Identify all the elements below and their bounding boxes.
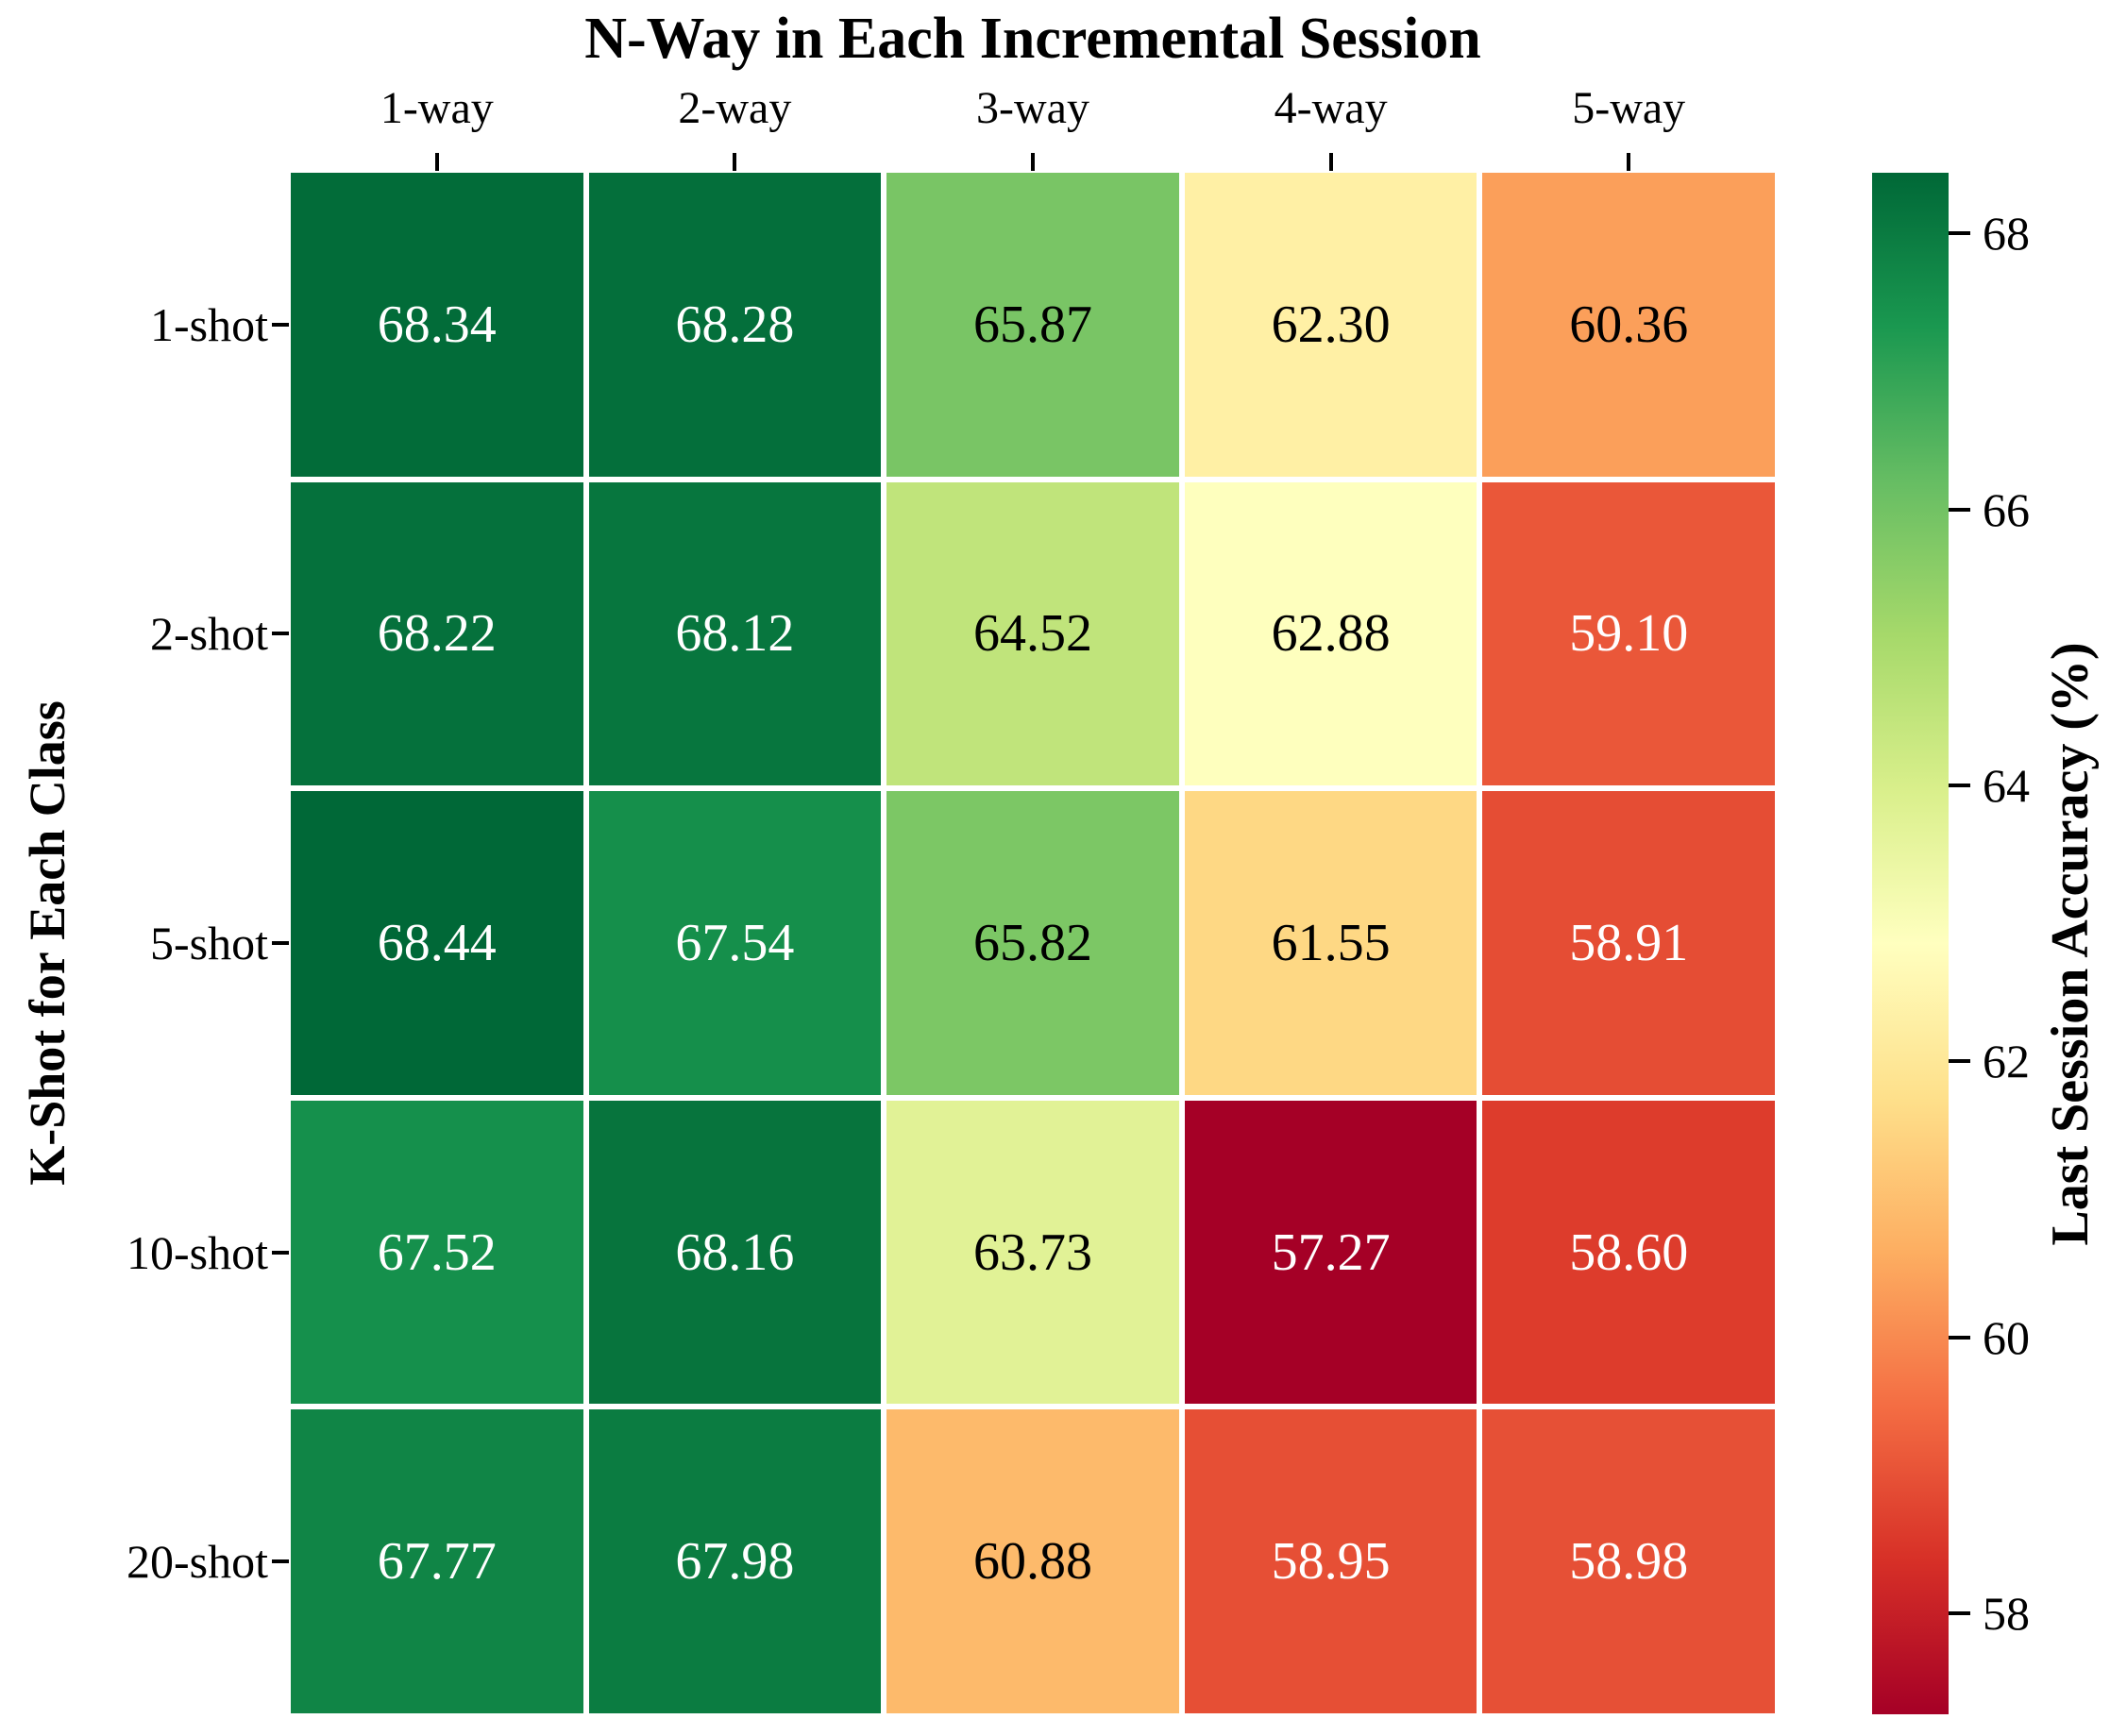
- colorbar-label: Last Session Accuracy (%): [2041, 642, 2100, 1246]
- y-tick-mark: [272, 941, 289, 945]
- heatmap-cell: 61.55: [1184, 791, 1477, 1095]
- x-tick-mark: [1328, 153, 1333, 171]
- heatmap-cell: 64.52: [886, 481, 1179, 786]
- chart-title: N-Way in Each Incremental Session: [584, 7, 1481, 71]
- colorbar-tick-label: 68: [1983, 207, 2030, 261]
- colorbar-tick-mark: [1949, 1059, 1970, 1064]
- x-tick-label: 3-way: [976, 83, 1089, 133]
- colorbar-tick-mark: [1949, 784, 1970, 788]
- heatmap-cell: 68.28: [588, 173, 882, 477]
- colorbar-tick-mark: [1949, 1335, 1970, 1340]
- x-tick-mark: [733, 153, 737, 171]
- y-tick-label: 20-shot: [127, 1535, 268, 1589]
- heatmap-cell: 57.27: [1184, 1100, 1477, 1405]
- colorbar: [1872, 173, 1949, 1714]
- x-tick-mark: [1627, 153, 1631, 171]
- heatmap-cell: 67.52: [291, 1100, 583, 1405]
- colorbar-tick-label: 58: [1983, 1587, 2030, 1641]
- heatmap-cell: 58.95: [1184, 1409, 1477, 1713]
- heatmap-cell: 63.73: [886, 1100, 1179, 1405]
- heatmap-cell: 68.34: [291, 173, 583, 477]
- heatmap-grid: 68.34 68.28 65.87 62.30 60.36 68.22 68.12 64.52…: [291, 173, 1775, 1713]
- heatmap-cell: 59.10: [1482, 481, 1775, 786]
- y-tick-mark: [272, 322, 289, 327]
- heatmap-cell: 62.88: [1184, 481, 1477, 786]
- colorbar-tick-label: 64: [1983, 759, 2030, 813]
- heatmap-cell: 60.88: [886, 1409, 1179, 1713]
- heatmap-cell: 58.98: [1482, 1409, 1775, 1713]
- y-tick-mark: [272, 632, 289, 636]
- heatmap-cell: 65.82: [886, 791, 1179, 1095]
- y-tick-label: 1-shot: [150, 297, 268, 351]
- heatmap-cell: 60.36: [1482, 173, 1775, 477]
- colorbar-tick-label: 60: [1983, 1310, 2030, 1364]
- heatmap-cell: 58.60: [1482, 1100, 1775, 1405]
- colorbar-tick-mark: [1949, 231, 1970, 236]
- colorbar-tick-mark: [1949, 1611, 1970, 1616]
- heatmap-cell: 68.22: [291, 481, 583, 786]
- x-tick-mark: [434, 153, 439, 171]
- colorbar-tick-label: 66: [1983, 482, 2030, 536]
- heatmap-cell: 68.16: [588, 1100, 882, 1405]
- y-tick-mark: [272, 1559, 289, 1564]
- heatmap-cell: 67.77: [291, 1409, 583, 1713]
- colorbar-tick-label: 62: [1983, 1035, 2030, 1088]
- heatmap-cell: 62.30: [1184, 173, 1477, 477]
- heatmap-cell: 67.98: [588, 1409, 882, 1713]
- heatmap-cell: 67.54: [588, 791, 882, 1095]
- x-tick-label: 5-way: [1572, 83, 1686, 133]
- heatmap-cell: 65.87: [886, 173, 1179, 477]
- y-tick-label: 2-shot: [150, 607, 268, 661]
- y-tick-label: 10-shot: [127, 1225, 268, 1279]
- x-tick-label: 1-way: [380, 83, 494, 133]
- x-tick-label: 4-way: [1274, 83, 1388, 133]
- heatmap-cell: 68.12: [588, 481, 882, 786]
- y-tick-label: 5-shot: [150, 917, 268, 969]
- x-tick-mark: [1031, 153, 1035, 171]
- y-tick-mark: [272, 1250, 289, 1255]
- heatmap-cell: 58.91: [1482, 791, 1775, 1095]
- heatmap-cell: 68.44: [291, 791, 583, 1095]
- colorbar-tick-mark: [1949, 507, 1970, 512]
- x-tick-label: 2-way: [678, 83, 792, 133]
